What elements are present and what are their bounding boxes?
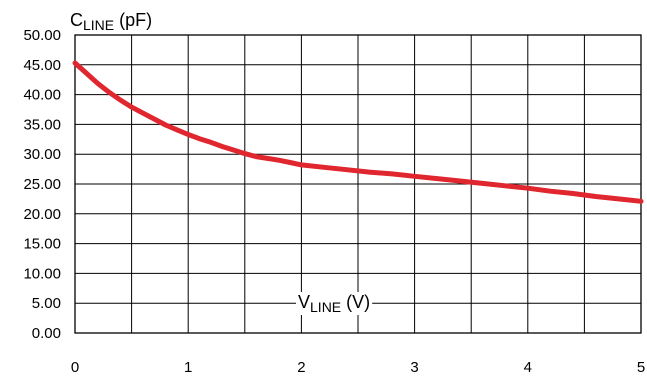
x-tick-label: 1	[184, 359, 192, 376]
y-tick-label: 15.00	[23, 236, 61, 253]
x-axis-label-sub: LINE	[310, 299, 341, 315]
x-tick-label: 4	[524, 359, 532, 376]
y-tick-label: 50.00	[23, 27, 61, 44]
x-axis-label-background	[296, 292, 373, 315]
axis-labels: CLINE (pF) VLINE (V)	[70, 10, 373, 315]
y-axis-tick-labels: 0.00 5.00 10.00 15.00 20.00 25.00 30.00 35.00 40…	[23, 27, 61, 342]
y-axis-label: CLINE (pF)	[70, 10, 152, 33]
x-tick-label: 2	[297, 359, 305, 376]
y-tick-label: 45.00	[23, 57, 61, 74]
x-axis-tick-labels: 0 1 2 3 4 5	[71, 359, 645, 376]
y-tick-label: 25.00	[23, 176, 61, 193]
y-tick-label: 20.00	[23, 206, 61, 223]
y-tick-label: 35.00	[23, 116, 61, 133]
y-tick-label: 5.00	[32, 295, 61, 312]
x-axis-label-main: V	[298, 292, 310, 312]
series-layer	[72, 60, 644, 204]
x-axis-label: VLINE (V)	[298, 292, 370, 315]
y-tick-label: 40.00	[23, 87, 61, 104]
y-tick-label: 0.00	[32, 325, 61, 342]
y-tick-label: 10.00	[23, 265, 61, 282]
x-tick-label: 5	[637, 359, 645, 376]
y-axis-label-main: C	[70, 10, 83, 30]
grid-lines	[75, 35, 641, 333]
y-axis-label-sub: LINE	[83, 17, 114, 33]
plot-area-frame	[74, 34, 642, 334]
x-tick-label: 0	[71, 359, 79, 376]
series-line	[72, 60, 644, 204]
x-tick-label: 3	[410, 359, 418, 376]
y-axis-label-unit: (pF)	[114, 10, 152, 30]
y-tick-label: 30.00	[23, 146, 61, 163]
x-axis-label-unit: (V)	[341, 292, 370, 312]
